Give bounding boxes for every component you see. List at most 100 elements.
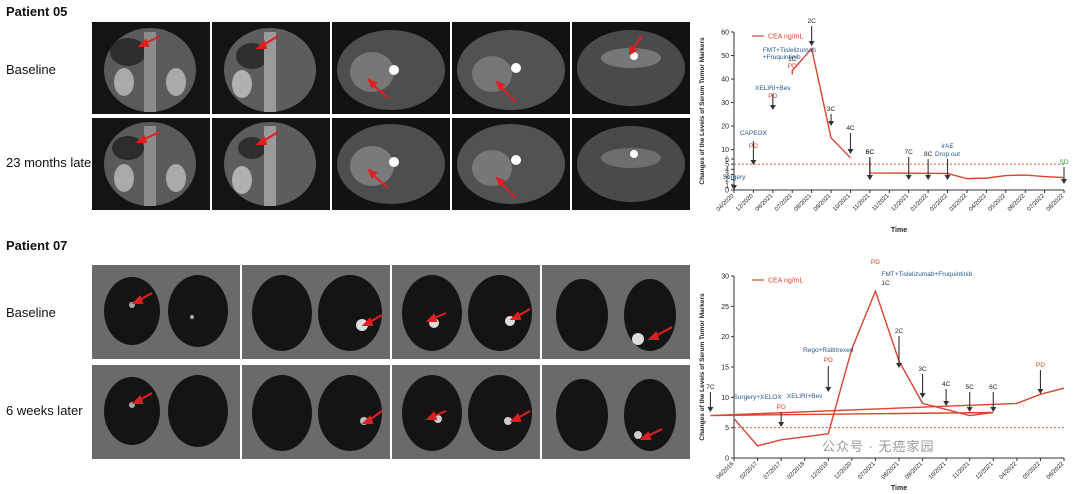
ct-scan-7 bbox=[392, 365, 540, 459]
event-label: +Fruquintinib bbox=[763, 54, 801, 61]
y-tick-label: 30 bbox=[721, 274, 729, 281]
event-arrow-head bbox=[919, 393, 926, 398]
mri-scan-axial-1 bbox=[332, 22, 450, 114]
legend-label: CEA ng/mL bbox=[768, 34, 804, 41]
event-label: 1C bbox=[788, 56, 797, 63]
x-tick-label: 02/2017 bbox=[739, 461, 759, 481]
mri-scan-axial-2 bbox=[452, 22, 570, 114]
x-tick-label: 08/2021 bbox=[793, 193, 813, 213]
event-label: 3C bbox=[918, 366, 927, 373]
x-axis-title: Time bbox=[891, 227, 907, 234]
x-tick-label: 07/2017 bbox=[763, 461, 783, 481]
event-label: 1C bbox=[881, 280, 890, 287]
event-label: FMT+Tislelizumab bbox=[763, 47, 816, 54]
patient-05-row-later: 23 months later bbox=[6, 155, 96, 170]
event-label: irAE bbox=[941, 143, 954, 150]
ct-scan-3 bbox=[392, 265, 540, 359]
x-tick-label: 12/2020 bbox=[735, 193, 755, 213]
patient-05-title: Patient 05 bbox=[6, 4, 68, 19]
event-label: 2C bbox=[807, 18, 816, 25]
event-label: Surgery+XELOX bbox=[733, 394, 782, 401]
x-tick-label: 06/2022 bbox=[1046, 461, 1066, 481]
y-tick-label: 6 bbox=[725, 157, 729, 164]
x-tick-label: 03/2022 bbox=[949, 193, 969, 213]
mri-scan-axial-5 bbox=[452, 118, 570, 210]
x-tick-label: 06/2021 bbox=[755, 193, 775, 213]
x-tick-label: 08/2022 bbox=[1046, 193, 1066, 213]
y-tick-label: 30 bbox=[721, 100, 729, 107]
lesion-arrows-p07 bbox=[131, 292, 673, 440]
event-label: PD bbox=[777, 404, 786, 411]
x-tick-label: 07/2021 bbox=[774, 193, 794, 213]
ct-scan-4 bbox=[542, 265, 690, 359]
y-tick-label: 50 bbox=[721, 53, 729, 60]
event-label: XELIRI+Bev bbox=[755, 85, 791, 92]
x-tick-label: 08/2021 bbox=[881, 461, 901, 481]
mri-scan-axial-3 bbox=[572, 22, 690, 114]
mri-scan-coronal-1 bbox=[92, 22, 210, 114]
event-arrow-head bbox=[750, 160, 757, 165]
y-tick-label: 5 bbox=[725, 162, 729, 169]
x-tick-label: 07/2021 bbox=[857, 461, 877, 481]
x-tick-label: 10/2021 bbox=[928, 461, 948, 481]
x-tick-label: 05/2022 bbox=[1022, 461, 1042, 481]
event-label: FMT+Tislelizumab+Fruquintinib bbox=[881, 271, 972, 278]
mri-scan-axial-4 bbox=[332, 118, 450, 210]
y-tick-label: 0 bbox=[725, 456, 729, 463]
event-label: 2C bbox=[895, 328, 904, 335]
y-tick-label: 20 bbox=[721, 124, 729, 131]
event-arrow-head bbox=[966, 407, 973, 412]
ct-scan-5 bbox=[92, 365, 240, 459]
event-arrow-head bbox=[866, 175, 873, 180]
event-label: 3C bbox=[827, 106, 836, 113]
event-arrow-head bbox=[828, 121, 835, 126]
y-tick-label: 5 bbox=[725, 425, 729, 432]
x-tick-label: 02/2022 bbox=[929, 193, 949, 213]
event-arrow-head bbox=[905, 175, 912, 180]
event-arrow-head bbox=[825, 387, 832, 392]
event-label: CAPEOX bbox=[740, 130, 768, 137]
y-tick-label: 40 bbox=[721, 77, 729, 84]
x-tick-label: 04/2022 bbox=[999, 461, 1019, 481]
event-label: Surgery bbox=[723, 174, 747, 181]
x-tick-label: 06/2016 bbox=[716, 461, 736, 481]
x-tick-label: 02/2018 bbox=[787, 461, 807, 481]
y-tick-label: 1 bbox=[725, 182, 729, 189]
event-arrow-head bbox=[847, 149, 854, 154]
x-tick-label: 11/2021 bbox=[871, 193, 891, 213]
y-tick-label: 10 bbox=[721, 395, 729, 402]
event-label: Drop out bbox=[935, 151, 960, 158]
event-label: 4C bbox=[846, 125, 855, 132]
event-arrow-head bbox=[778, 422, 785, 427]
event-label: 4C bbox=[942, 381, 951, 388]
mri-scan-coronal-4 bbox=[212, 118, 330, 210]
ct-scan-8 bbox=[542, 365, 690, 459]
y-tick-label: 60 bbox=[721, 30, 729, 37]
y-axis-title: Changes of the Levels of Serum Tumor Mar… bbox=[699, 37, 706, 185]
event-label: PD bbox=[788, 63, 797, 70]
ct-scan-6 bbox=[242, 365, 390, 459]
event-arrow-head bbox=[1061, 179, 1067, 184]
event-arrow-head bbox=[990, 407, 997, 412]
event-label: 8C bbox=[924, 151, 933, 158]
patient-07-ct-grid bbox=[92, 265, 690, 459]
event-label: 7C bbox=[905, 149, 914, 156]
ct-scan-2 bbox=[242, 265, 390, 359]
event-arrow-head bbox=[808, 41, 815, 46]
event-label: 6C bbox=[989, 384, 998, 391]
patient-07-row-later: 6 weeks later bbox=[6, 403, 83, 418]
x-tick-label: 04/2020 bbox=[716, 193, 736, 213]
x-tick-label: 12/2019 bbox=[810, 461, 830, 481]
event-arrow-head bbox=[944, 175, 951, 180]
y-tick-label: 4 bbox=[725, 167, 729, 174]
y-tick-label: 3 bbox=[725, 172, 729, 179]
event-arrow-head bbox=[925, 175, 932, 180]
event-label: PD bbox=[1036, 362, 1045, 369]
event-label: SD bbox=[1059, 159, 1068, 166]
x-tick-label: 06/2022 bbox=[1007, 193, 1027, 213]
event-label: 5C bbox=[866, 149, 875, 156]
event-label: PD bbox=[824, 357, 833, 364]
x-tick-label: 09/2021 bbox=[813, 193, 833, 213]
y-tick-label: 10 bbox=[721, 147, 729, 154]
